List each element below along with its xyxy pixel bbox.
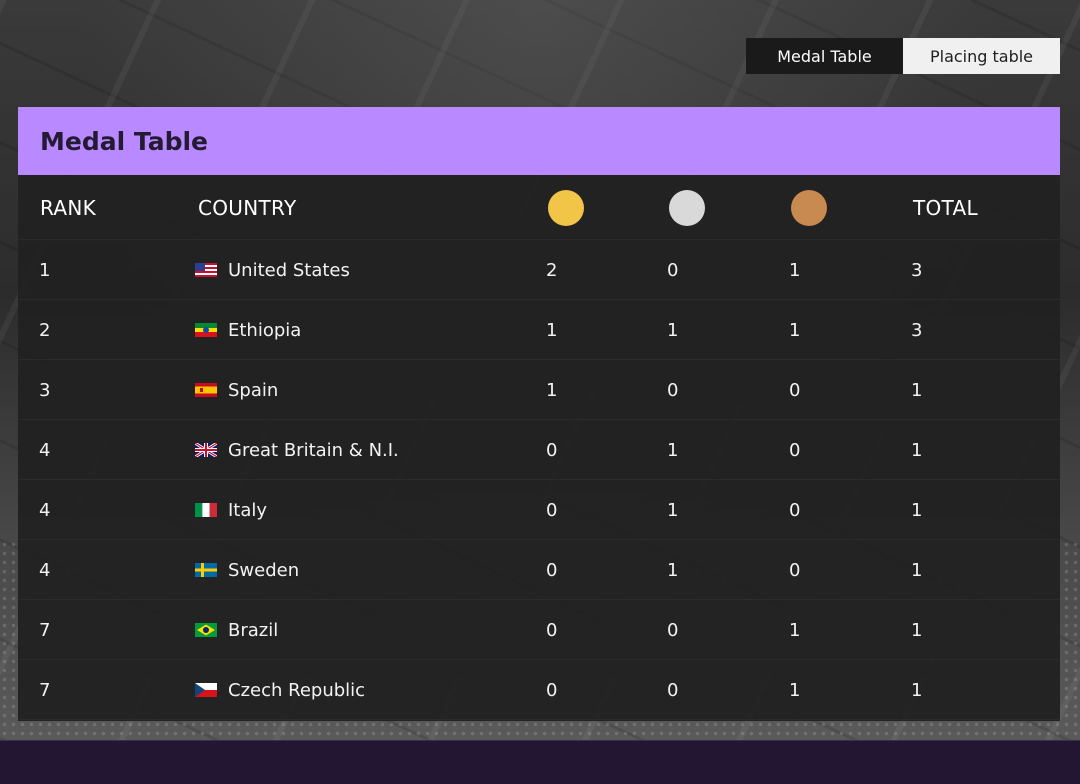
table-row: 7 Czech Republic 0 0 1 1 (18, 660, 1060, 720)
country-name: Great Britain & N.I. (228, 439, 399, 461)
country-name: Ethiopia (228, 319, 302, 341)
country-name: Brazil (228, 619, 279, 641)
total-count: 3 (911, 319, 923, 341)
silver-count: 0 (667, 619, 679, 641)
bronze-count: 0 (789, 559, 801, 581)
table-row: 2 Ethiopia 1 1 1 3 (18, 300, 1060, 360)
rank-cell: 4 (39, 499, 51, 521)
bronze-count: 1 (789, 619, 801, 641)
medal-table-panel: Medal Table RANK COUNTRY TOTAL 1 (18, 107, 1060, 721)
country-cell: Brazil (195, 600, 278, 660)
total-count: 3 (911, 259, 923, 281)
table-row: 4 Great Britain & N.I. 0 1 0 (18, 420, 1060, 480)
gold-count: 0 (546, 439, 558, 461)
table-view-toggle: Medal Table Placing table (746, 38, 1060, 74)
total-count: 1 (911, 559, 923, 581)
gold-count: 0 (546, 559, 558, 581)
bronze-count: 1 (789, 679, 801, 701)
country-cell: United States (195, 240, 350, 300)
bronze-count: 0 (789, 379, 801, 401)
silver-column-header (669, 175, 705, 240)
rank-column-header: RANK (40, 195, 97, 220)
bronze-count: 0 (789, 499, 801, 521)
czech-flag-icon (195, 683, 217, 697)
table-body: 1 United States 2 0 1 3 (18, 240, 1060, 720)
bronze-medal-icon (791, 189, 827, 226)
country-name: Spain (228, 379, 279, 401)
rank-cell: 1 (39, 259, 51, 281)
placing-table-tab[interactable]: Placing table (903, 38, 1060, 74)
page-footer (0, 740, 1080, 784)
table-row: 4 Italy 0 1 0 1 (18, 480, 1060, 540)
rank-cell: 2 (39, 319, 51, 341)
gold-count: 1 (546, 379, 558, 401)
total-count: 1 (911, 379, 923, 401)
country-name: Sweden (228, 559, 300, 581)
bronze-count: 1 (789, 319, 801, 341)
bronze-column-header (791, 175, 827, 240)
rank-cell: 3 (39, 379, 51, 401)
rank-cell: 7 (39, 619, 51, 641)
country-cell: Great Britain & N.I. (195, 420, 399, 480)
italy-flag-icon (195, 503, 217, 517)
gold-count: 0 (546, 619, 558, 641)
country-cell: Italy (195, 480, 267, 540)
panel-header: Medal Table (18, 107, 1060, 175)
rank-cell: 7 (39, 679, 51, 701)
panel-title: Medal Table (40, 126, 208, 156)
table-row: 1 United States 2 0 1 3 (18, 240, 1060, 300)
bronze-count: 1 (789, 259, 801, 281)
silver-count: 0 (667, 679, 679, 701)
gold-count: 2 (546, 259, 558, 281)
country-cell: Ethiopia (195, 300, 301, 360)
silver-count: 1 (667, 559, 679, 581)
gold-count: 0 (546, 499, 558, 521)
gold-column-header (548, 175, 584, 240)
total-column-header: TOTAL (913, 195, 978, 220)
silver-count: 1 (667, 319, 679, 341)
silver-medal-icon (669, 189, 705, 226)
total-count: 1 (911, 679, 923, 701)
rank-cell: 4 (39, 439, 51, 461)
total-count: 1 (911, 439, 923, 461)
table-header-row: RANK COUNTRY TOTAL (18, 175, 1060, 240)
country-cell: Sweden (195, 540, 299, 600)
country-cell: Spain (195, 360, 278, 420)
table-row: 3 Spain 1 0 0 1 (18, 360, 1060, 420)
silver-count: 0 (667, 379, 679, 401)
uk-flag-icon (195, 443, 217, 457)
silver-count: 0 (667, 259, 679, 281)
silver-count: 1 (667, 499, 679, 521)
gold-medal-icon (548, 189, 584, 226)
gold-count: 1 (546, 319, 558, 341)
country-name: Czech Republic (228, 679, 366, 701)
bronze-count: 0 (789, 439, 801, 461)
medal-table-tab[interactable]: Medal Table (746, 38, 903, 74)
table-row: 7 Brazil 0 0 1 1 (18, 600, 1060, 660)
table-row: 4 Sweden 0 1 0 1 (18, 540, 1060, 600)
country-name: United States (228, 259, 350, 281)
sweden-flag-icon (195, 563, 217, 577)
rank-cell: 4 (39, 559, 51, 581)
ethiopia-flag-icon (195, 323, 217, 337)
country-cell: Czech Republic (195, 660, 365, 720)
brazil-flag-icon (195, 623, 217, 637)
total-count: 1 (911, 499, 923, 521)
us-flag-icon (195, 263, 217, 277)
spain-flag-icon (195, 383, 217, 397)
country-column-header: COUNTRY (198, 195, 297, 220)
silver-count: 1 (667, 439, 679, 461)
country-name: Italy (228, 499, 268, 521)
total-count: 1 (911, 619, 923, 641)
gold-count: 0 (546, 679, 558, 701)
